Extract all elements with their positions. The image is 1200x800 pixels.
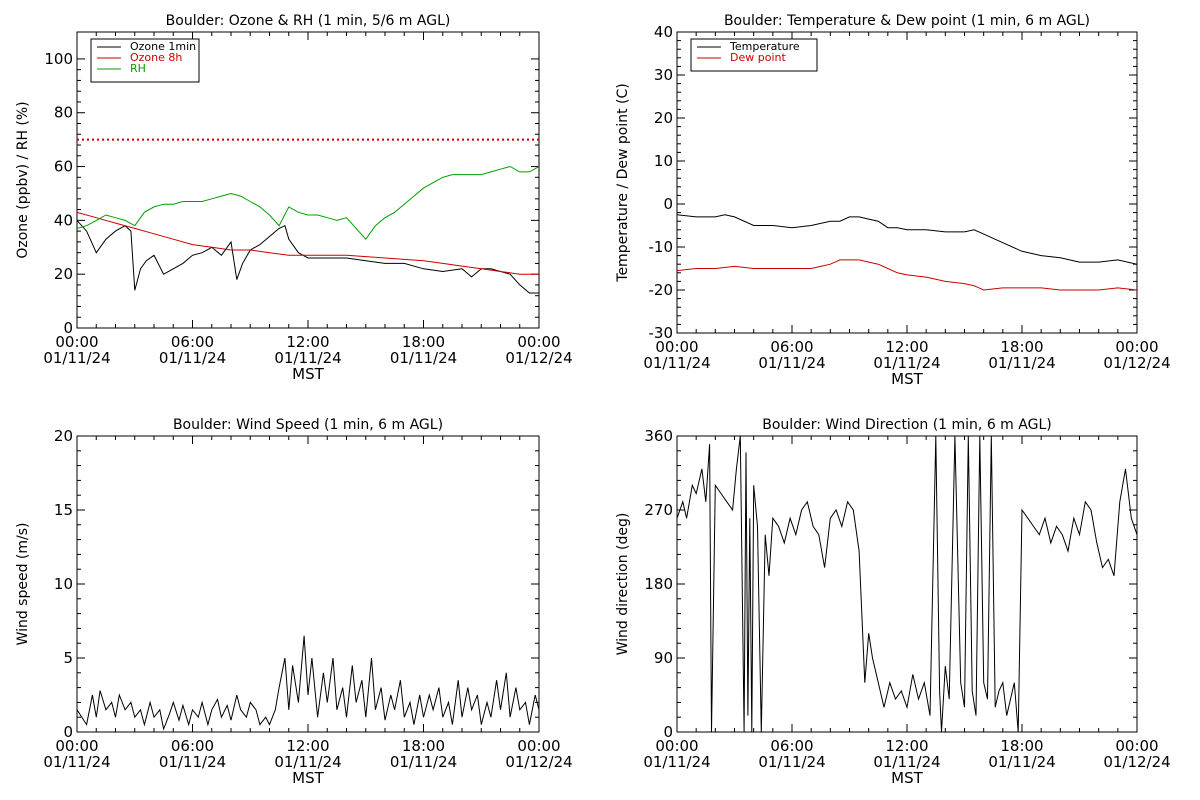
- x-tick-date-label: 01/11/24: [274, 349, 341, 367]
- x-tick-label: 00:00: [655, 338, 698, 356]
- y-tick-label: 0: [663, 723, 673, 741]
- legend-label-3: RH: [130, 62, 146, 75]
- chart-title: Boulder: Temperature & Dew point (1 min,…: [724, 13, 1090, 29]
- x-tick-label: 06:00: [171, 333, 214, 351]
- y-tick-label: 15: [54, 501, 73, 519]
- x-tick-label: 12:00: [286, 333, 329, 351]
- x-tick-date-label: 01/11/24: [43, 753, 110, 771]
- y-tick-label: 0: [663, 195, 673, 213]
- x-tick-label: 12:00: [885, 737, 928, 755]
- x-tick-label: 12:00: [885, 338, 928, 356]
- series-line-1: [77, 220, 539, 294]
- y-tick-label: 0: [63, 723, 73, 741]
- y-tick-label: -30: [649, 324, 674, 342]
- x-tick-date-label: 01/11/24: [758, 753, 825, 771]
- y-tick-label: 0: [63, 319, 73, 337]
- x-tick-label: 00:00: [1115, 737, 1158, 755]
- legend-label-1: Temperature: [729, 40, 800, 53]
- x-tick-date-label: 01/12/24: [505, 349, 572, 367]
- chart-title: Boulder: Ozone & RH (1 min, 5/6 m AGL): [166, 13, 451, 29]
- x-tick-date-label: 01/11/24: [758, 354, 825, 372]
- y-tick-label: -20: [649, 281, 674, 299]
- y-tick-label: 30: [654, 66, 673, 84]
- x-tick-label: 06:00: [171, 737, 214, 755]
- x-tick-label: 18:00: [1000, 338, 1043, 356]
- plot-frame: [676, 31, 1138, 334]
- x-tick-label: 18:00: [402, 333, 445, 351]
- series-line-3: [77, 165, 539, 240]
- y-tick-label: 40: [654, 23, 673, 41]
- x-tick-date-label: 01/11/24: [988, 753, 1055, 771]
- x-tick-date-label: 01/11/24: [274, 753, 341, 771]
- y-axis-label: Wind direction (deg): [615, 513, 631, 656]
- x-axis-label: MST: [292, 365, 324, 383]
- x-tick-date-label: 01/12/24: [1103, 753, 1170, 771]
- x-axis-label: MST: [292, 769, 324, 787]
- legend-label-2: Ozone 8h: [130, 51, 182, 64]
- series-line-1: [677, 214, 1137, 265]
- x-axis-label: MST: [891, 769, 923, 787]
- y-tick-label: 80: [54, 104, 73, 122]
- y-tick-label: 90: [654, 649, 673, 667]
- x-tick-date-label: 01/11/24: [643, 753, 710, 771]
- y-axis-label: Ozone (ppbv) / RH (%): [15, 101, 31, 258]
- x-tick-date-label: 01/12/24: [1103, 354, 1170, 372]
- y-tick-label: 10: [654, 152, 673, 170]
- y-tick-label: 20: [54, 427, 73, 445]
- x-tick-date-label: 01/11/24: [390, 753, 457, 771]
- series-line-1: [677, 436, 1137, 732]
- x-tick-label: 06:00: [770, 338, 813, 356]
- y-tick-label: 40: [54, 211, 73, 229]
- x-tick-date-label: 01/11/24: [873, 753, 940, 771]
- chart-3: Boulder: Wind Speed (1 min, 6 m AGL) 00:0…: [15, 417, 573, 787]
- y-tick-label: 5: [63, 649, 73, 667]
- series-line-2: [77, 211, 539, 275]
- y-tick-label: -10: [649, 238, 674, 256]
- x-tick-label: 18:00: [1000, 737, 1043, 755]
- chart-title: Boulder: Wind Speed (1 min, 6 m AGL): [173, 417, 443, 433]
- y-axis-label: Wind speed (m/s): [15, 523, 31, 646]
- series-line-1: [77, 635, 539, 731]
- y-tick-label: 20: [54, 265, 73, 283]
- x-tick-date-label: 01/11/24: [390, 349, 457, 367]
- x-tick-date-label: 01/11/24: [988, 354, 1055, 372]
- x-tick-label: 00:00: [1115, 338, 1158, 356]
- y-tick-label: 20: [654, 109, 673, 127]
- x-tick-date-label: 01/11/24: [159, 753, 226, 771]
- legend-label-2: Dew point: [730, 51, 786, 64]
- chart-2: Boulder: Temperature & Dew point (1 min,…: [615, 13, 1171, 388]
- y-tick-label: 180: [644, 575, 673, 593]
- x-tick-label: 00:00: [517, 333, 560, 351]
- x-tick-label: 00:00: [655, 737, 698, 755]
- x-axis-label: MST: [891, 370, 923, 388]
- x-tick-date-label: 01/11/24: [159, 349, 226, 367]
- y-tick-label: 360: [644, 427, 673, 445]
- chart-title: Boulder: Wind Direction (1 min, 6 m AGL): [762, 417, 1051, 433]
- legend-label-1: Ozone 1min: [130, 40, 196, 53]
- x-tick-date-label: 01/11/24: [43, 349, 110, 367]
- y-axis-label: Temperature / Dew point (C): [615, 83, 631, 282]
- legend-box: [690, 38, 818, 72]
- series-line-2: [677, 259, 1137, 291]
- x-tick-label: 12:00: [286, 737, 329, 755]
- x-tick-label: 00:00: [55, 333, 98, 351]
- y-tick-label: 60: [54, 158, 73, 176]
- x-tick-date-label: 01/11/24: [873, 354, 940, 372]
- y-tick-label: 100: [44, 50, 73, 68]
- chart-4: Boulder: Wind Direction (1 min, 6 m AGL)…: [615, 417, 1171, 787]
- chart-1: Boulder: Ozone & RH (1 min, 5/6 m AGL)00…: [15, 13, 573, 383]
- legend-box: [90, 38, 200, 83]
- x-tick-label: 00:00: [55, 737, 98, 755]
- y-tick-label: 270: [644, 501, 673, 519]
- x-tick-date-label: 01/12/24: [505, 753, 572, 771]
- x-tick-label: 18:00: [402, 737, 445, 755]
- x-tick-label: 00:00: [517, 737, 560, 755]
- y-tick-label: 10: [54, 575, 73, 593]
- x-tick-label: 06:00: [770, 737, 813, 755]
- x-tick-date-label: 01/11/24: [643, 354, 710, 372]
